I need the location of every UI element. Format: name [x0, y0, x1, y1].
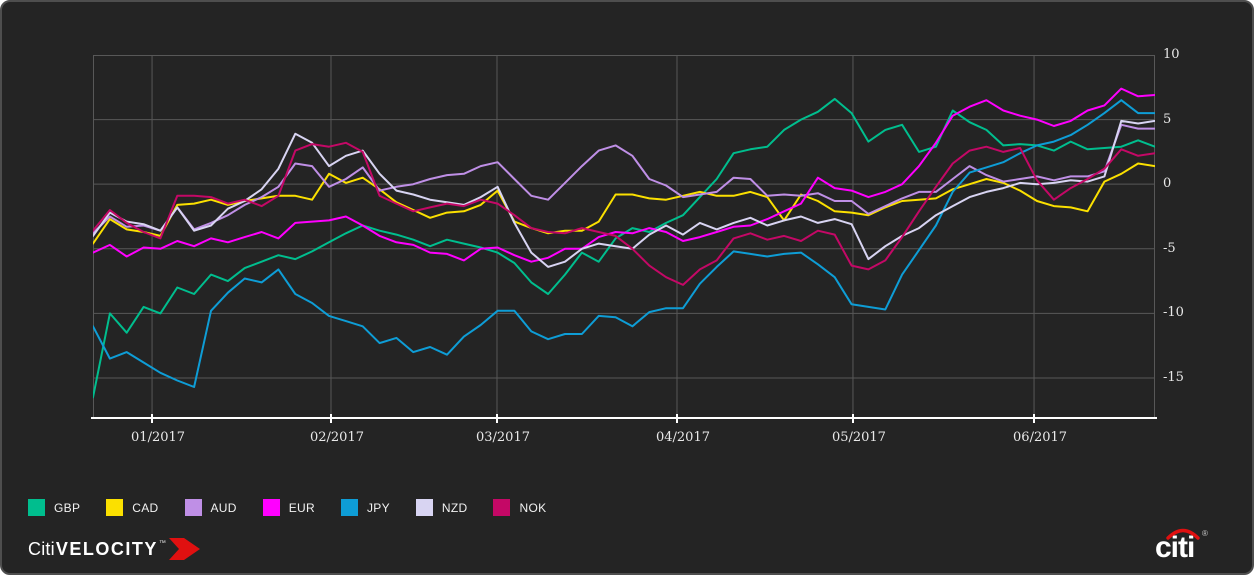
legend-swatch-eur: [262, 499, 280, 516]
legend-label: NOK: [519, 500, 547, 515]
velocity-logo-citi-text: Citi: [28, 538, 55, 559]
y-tick-label: 5: [1163, 111, 1172, 127]
series-line-nzd[interactable]: [93, 119, 1155, 268]
x-tick-label: 04/2017: [655, 430, 710, 445]
y-tick-label: 10: [1163, 47, 1180, 62]
legend-swatch-nok: [493, 499, 511, 516]
x-tick-label: 03/2017: [475, 430, 530, 445]
y-tick-label: -15: [1163, 369, 1184, 385]
citi-logo-reg: ®: [1202, 529, 1208, 538]
legend-label: NZD: [441, 500, 468, 515]
x-tick-mark: [329, 414, 332, 423]
legend-swatch-aud: [184, 499, 202, 516]
x-tick-mark: [675, 414, 678, 423]
legend-item-aud[interactable]: AUD: [184, 499, 237, 516]
legend-item-gbp[interactable]: GBP: [28, 499, 80, 516]
series-line-aud[interactable]: [93, 123, 1155, 235]
x-tick-mark: [851, 414, 854, 423]
chart-legend: GBP CAD AUD EUR JPY NZD NOK: [28, 499, 546, 516]
legend-item-cad[interactable]: CAD: [106, 499, 158, 516]
performance-chart[interactable]: [93, 55, 1155, 418]
y-tick-label: -5: [1163, 240, 1176, 256]
legend-label: GBP: [54, 500, 81, 515]
x-tick-mark: [151, 414, 154, 423]
citi-logo-icon: citi ®: [1155, 528, 1208, 564]
citi-logo-arc: [1166, 528, 1200, 540]
series-line-jpy[interactable]: [93, 99, 1155, 388]
citi-logo-text: citi: [1155, 531, 1194, 564]
y-tick-label: 0: [1163, 176, 1172, 192]
legend-label: CAD: [132, 500, 159, 515]
legend-item-nzd[interactable]: NZD: [415, 499, 468, 516]
x-tick-label: 05/2017: [831, 430, 886, 445]
legend-swatch-cad: [106, 499, 124, 516]
legend-label: JPY: [367, 500, 390, 515]
legend-item-jpy[interactable]: JPY: [341, 499, 390, 516]
series-line-cad[interactable]: [93, 162, 1155, 245]
x-tick-label: 01/2017: [131, 430, 186, 445]
velocity-logo-word: VELOCITY: [55, 538, 158, 559]
x-tick-label: 02/2017: [309, 430, 364, 445]
velocity-arrow-icon: [168, 538, 200, 560]
legend-swatch-nzd: [415, 499, 433, 516]
x-tick-mark: [1033, 414, 1036, 423]
y-tick-label: -10: [1163, 305, 1184, 321]
x-axis-line: [91, 417, 1157, 419]
legend-item-nok[interactable]: NOK: [493, 499, 546, 516]
legend-swatch-jpy: [341, 499, 358, 516]
citi-velocity-logo: Citi VELOCITY ™: [28, 538, 201, 560]
legend-label: AUD: [210, 500, 237, 515]
series-line-eur[interactable]: [93, 87, 1155, 263]
x-tick-label: 06/2017: [1013, 430, 1068, 445]
velocity-logo-tm: ™: [158, 539, 166, 547]
legend-item-eur[interactable]: EUR: [262, 499, 315, 516]
chart-canvas[interactable]: [93, 55, 1155, 418]
series-line-nok[interactable]: [93, 141, 1155, 286]
x-tick-mark: [495, 414, 498, 423]
citi-logo: citi ®: [1152, 524, 1218, 571]
legend-label: EUR: [288, 500, 315, 515]
legend-swatch-gbp: [28, 499, 45, 516]
